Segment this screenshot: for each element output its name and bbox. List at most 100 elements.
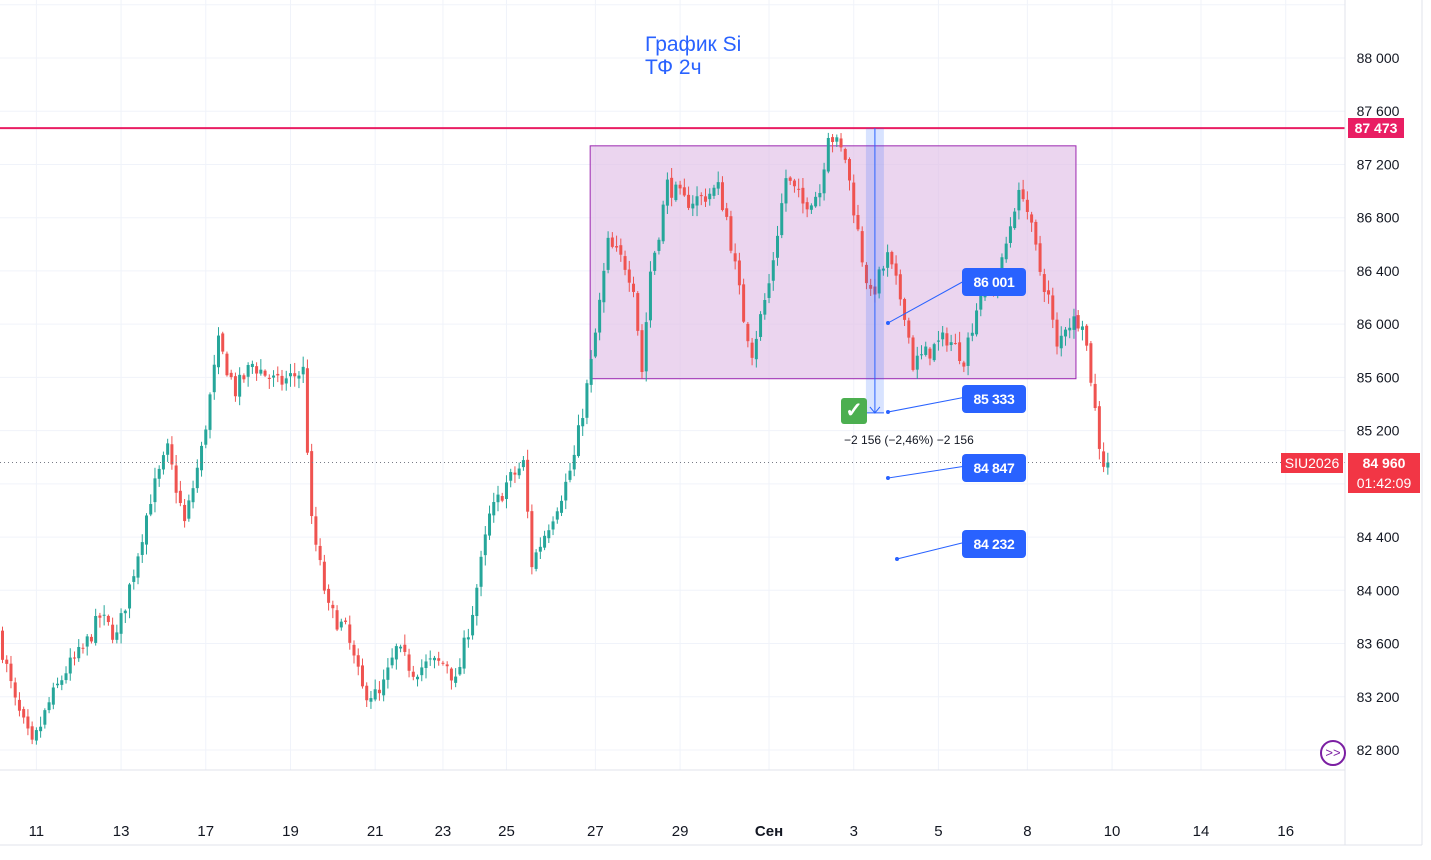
candle-body xyxy=(5,659,9,664)
candle-body xyxy=(1102,451,1106,467)
candle-body xyxy=(322,561,326,591)
candle-body xyxy=(606,237,610,270)
candle-body xyxy=(708,193,712,200)
time-tick-label: Сен xyxy=(755,823,783,840)
candle-body xyxy=(403,644,407,652)
candle-body xyxy=(416,676,420,680)
candle-body xyxy=(204,429,208,445)
candle-body xyxy=(373,689,377,700)
candle-body xyxy=(801,187,805,204)
candle-body xyxy=(814,196,818,207)
candle-body xyxy=(34,730,38,741)
candle-body xyxy=(85,636,89,647)
candle-body xyxy=(1076,315,1080,329)
candle-body xyxy=(47,702,51,711)
candle-body xyxy=(432,657,436,661)
candle-body xyxy=(1,630,4,660)
candle-body xyxy=(754,338,758,360)
candle-body xyxy=(314,516,318,545)
candle-body xyxy=(72,657,76,659)
candle-body xyxy=(128,584,132,609)
candle-body xyxy=(305,368,309,453)
candle-body xyxy=(742,284,746,322)
price-tick-label: 87 600 xyxy=(1357,103,1400,119)
candle-body xyxy=(894,263,898,276)
candle-body xyxy=(619,245,623,255)
candle-body xyxy=(13,682,17,698)
candle-body xyxy=(568,470,572,480)
price-tick-label: 83 200 xyxy=(1357,689,1400,705)
target-label-85333[interactable]: 85 333 xyxy=(962,385,1026,413)
candle-body xyxy=(860,231,864,263)
chart-title[interactable]: График Si ТФ 2ч xyxy=(645,33,741,79)
candle-body xyxy=(255,366,259,374)
candle-body xyxy=(407,654,411,671)
candle-body xyxy=(890,251,894,265)
candle-body xyxy=(284,378,288,384)
candle-body xyxy=(526,459,530,512)
candle-body xyxy=(576,425,580,457)
candle-body xyxy=(238,374,242,397)
price-tick-label: 86 400 xyxy=(1357,263,1400,279)
chart-title-line1: График Si xyxy=(645,33,742,56)
scroll-to-realtime-icon[interactable]: >> xyxy=(1320,740,1346,766)
time-tick-label: 11 xyxy=(29,823,45,840)
candle-body xyxy=(369,698,373,702)
target-label-84232[interactable]: 84 232 xyxy=(962,530,1026,558)
candle-body xyxy=(780,203,784,236)
candle-body xyxy=(547,530,551,539)
candle-body xyxy=(746,323,750,342)
candle-body xyxy=(903,299,907,320)
candle-body xyxy=(56,683,60,686)
candle-body xyxy=(560,500,564,513)
candle-body xyxy=(784,178,788,204)
candle-body xyxy=(166,443,170,455)
candle-body xyxy=(538,546,542,552)
candle-body xyxy=(750,342,754,358)
target-callout-dot xyxy=(895,557,899,561)
candle-body xyxy=(958,342,962,361)
candle-body xyxy=(344,620,348,622)
candle-body xyxy=(970,332,974,336)
candle-body xyxy=(564,481,568,501)
candle-body xyxy=(975,310,979,335)
candle-body xyxy=(106,615,110,623)
candle-body xyxy=(877,269,881,294)
candle-body xyxy=(259,369,263,374)
candle-body xyxy=(445,664,449,667)
candle-body xyxy=(648,271,652,321)
candle-body xyxy=(335,610,339,630)
candle-body xyxy=(632,283,636,292)
candle-body xyxy=(1055,319,1059,347)
candle-body xyxy=(496,494,500,503)
candle-body xyxy=(386,667,390,680)
candle-body xyxy=(932,344,936,361)
candle-body xyxy=(428,658,432,660)
candle-body xyxy=(318,545,322,561)
candle-body xyxy=(661,204,665,242)
candle-body xyxy=(949,342,953,346)
candle-body xyxy=(26,716,30,729)
candle-body xyxy=(966,337,970,366)
target-label-84847[interactable]: 84 847 xyxy=(962,454,1026,482)
time-tick-label: 16 xyxy=(1277,823,1294,840)
candle-body xyxy=(293,373,297,377)
candle-body xyxy=(517,468,521,476)
candle-body xyxy=(183,504,187,522)
candle-body xyxy=(699,195,703,197)
candle-body xyxy=(924,346,928,355)
candle-body xyxy=(301,366,305,375)
candle-body xyxy=(585,383,589,418)
candle-body xyxy=(390,657,394,666)
candle-body xyxy=(246,364,250,377)
target-label-86001[interactable]: 86 001 xyxy=(962,268,1026,296)
candle-body xyxy=(225,353,229,376)
candle-body xyxy=(420,667,424,676)
candle-body xyxy=(267,377,271,379)
candle-body xyxy=(242,375,246,380)
candle-body xyxy=(479,556,483,587)
price-tick-label: 87 200 xyxy=(1357,156,1400,172)
candle-body xyxy=(212,364,216,393)
candle-body xyxy=(589,358,593,385)
